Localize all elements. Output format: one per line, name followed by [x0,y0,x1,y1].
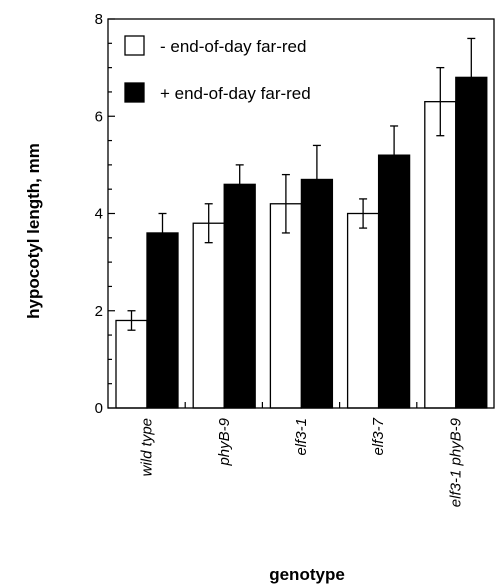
bar-with-far-red [377,154,411,409]
y-axis-title: hypocotyl length, mm [24,143,43,319]
x-tick-label: wild type [139,418,156,476]
legend-swatch [124,35,145,56]
x-tick-label: phyB-9 [216,417,233,466]
y-tick-label: 6 [95,108,103,125]
legend: - end-of-day far-red + end-of-day far-red [124,35,311,103]
x-axis-title: genotype [269,565,345,584]
legend-label: + end-of-day far-red [160,84,311,103]
bar-with-far-red [455,76,488,409]
y-tick-label: 8 [95,11,103,28]
bar-with-far-red [300,178,334,409]
bar-without-far-red [115,319,148,409]
bar-without-far-red [269,203,303,409]
plot-area [115,37,488,409]
y-tick-label: 0 [95,400,103,417]
bar-without-far-red [346,212,380,409]
x-tick-label: elf3-7 [370,417,387,455]
legend-swatch [124,82,145,103]
bar-without-far-red [192,222,225,409]
y-tick-label: 2 [95,303,103,320]
x-tick-label: elf3-1 phyB-9 [447,417,464,507]
axes: wild type phyB-9 elf3-1 elf3-7 elf3-1 phyB-9… [95,11,495,507]
bar-with-far-red [223,183,256,409]
legend-label: - end-of-day far-red [160,37,306,56]
bar-without-far-red [424,101,457,409]
bar-with-far-red [146,232,179,409]
x-tick-label: elf3-1 [293,418,310,456]
y-tick-label: 4 [95,206,103,223]
